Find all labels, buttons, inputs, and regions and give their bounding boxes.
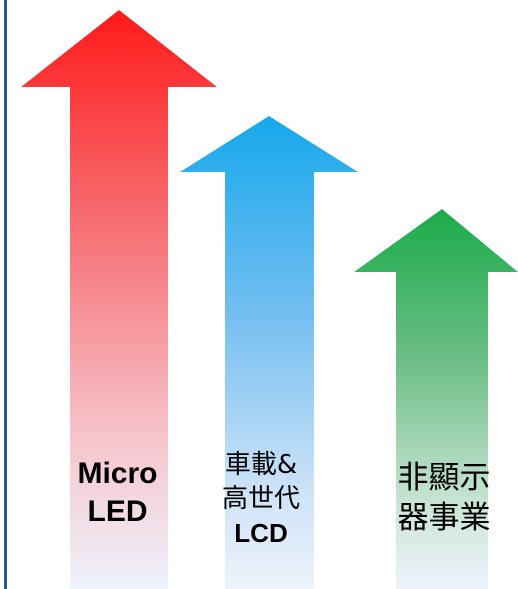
automotive-lcd-label-line: LCD (234, 518, 288, 548)
micro-led-arrow (21, 10, 217, 589)
automotive-lcd-label-line: 高世代 (221, 484, 300, 514)
micro-led-label-line: LED (87, 495, 148, 528)
non-display-label-line: 器事業 (397, 500, 491, 536)
automotive-lcd-arrow (180, 116, 358, 589)
automotive-lcd-label-line: 車載& (224, 450, 298, 480)
non-display-arrow (354, 209, 518, 589)
micro-led-label: Micro LED (60, 455, 175, 531)
non-display-label: 非顯示 器事業 (380, 458, 508, 538)
non-display-label-line: 非顯示 (397, 460, 491, 496)
automotive-lcd-label: 車載& 高世代 LCD (206, 448, 316, 550)
micro-led-label-line: Micro (77, 457, 158, 490)
left-border (4, 0, 7, 589)
